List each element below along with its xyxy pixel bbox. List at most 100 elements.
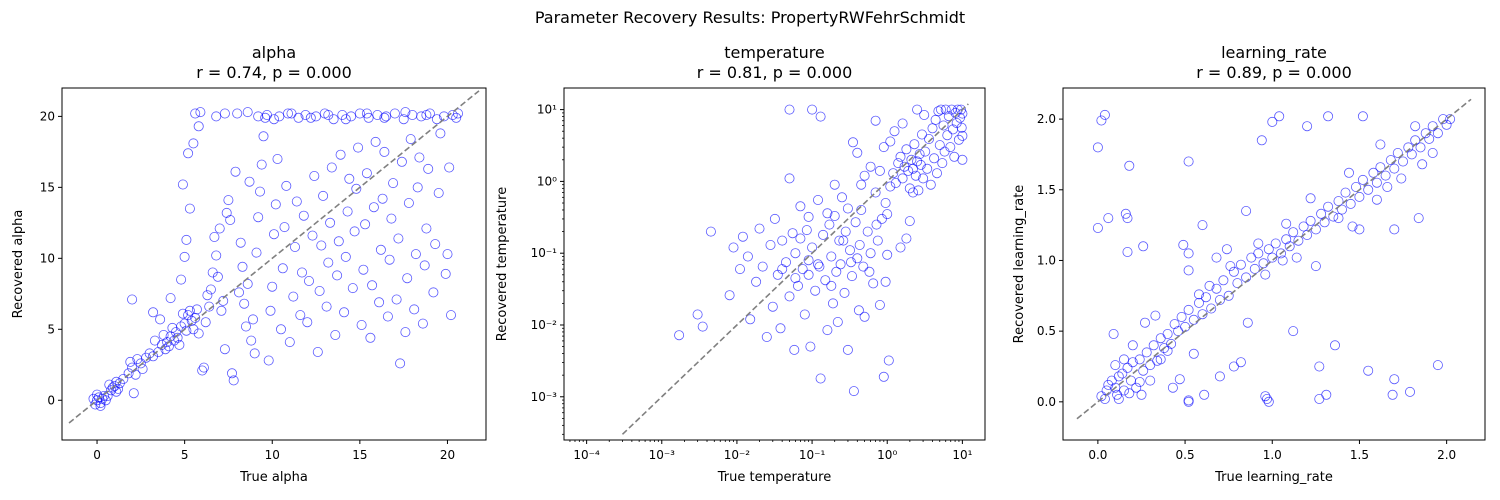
data-point — [1211, 283, 1222, 294]
data-point — [1249, 263, 1260, 274]
data-point — [834, 235, 845, 246]
data-point — [1432, 360, 1443, 371]
data-point — [930, 114, 941, 125]
data-point — [398, 114, 409, 125]
data-point — [1316, 208, 1327, 219]
data-point — [1194, 297, 1205, 308]
data-point — [410, 249, 421, 260]
subplot-subtitle: r = 0.74, p = 0.000 — [196, 63, 352, 82]
data-point — [957, 154, 968, 165]
data-point — [191, 304, 202, 315]
data-point — [1256, 135, 1267, 146]
x-axis-label: True temperature — [717, 470, 831, 485]
data-point — [1246, 252, 1257, 263]
data-point — [433, 187, 444, 198]
data-point — [188, 138, 199, 149]
data-point — [155, 314, 166, 325]
x-tick-label: 2.0 — [1437, 448, 1456, 462]
data-point — [1260, 391, 1271, 402]
data-point — [938, 120, 949, 131]
x-axis-label: True alpha — [239, 470, 308, 485]
data-point — [848, 137, 859, 148]
data-point — [270, 199, 281, 210]
data-point — [1298, 221, 1309, 232]
data-point — [1113, 393, 1124, 404]
data-point — [400, 107, 411, 118]
data-point — [910, 170, 921, 181]
data-point — [790, 273, 801, 284]
data-point — [405, 134, 416, 145]
data-point — [99, 390, 110, 401]
data-point — [912, 104, 923, 115]
subplot-title: learning_rate — [1221, 43, 1327, 63]
data-point — [1108, 328, 1119, 339]
data-point — [761, 331, 772, 342]
data-point — [1375, 162, 1386, 173]
data-point — [1183, 156, 1194, 167]
x-tick-label: 1.5 — [1350, 448, 1369, 462]
data-point — [1204, 280, 1215, 291]
data-point — [795, 201, 806, 212]
data-point — [1314, 361, 1325, 372]
data-point — [237, 261, 248, 272]
data-point — [256, 159, 267, 170]
data-point — [1122, 362, 1133, 373]
data-point — [95, 400, 106, 411]
data-point — [400, 327, 411, 338]
data-point — [953, 134, 964, 145]
data-point — [305, 112, 316, 123]
data-point — [822, 325, 833, 336]
data-point — [927, 123, 938, 134]
data-point — [403, 197, 414, 208]
data-point — [332, 270, 343, 281]
data-point — [209, 231, 220, 242]
data-point — [1241, 272, 1252, 283]
data-point — [310, 111, 321, 122]
data-point — [1375, 139, 1386, 150]
y-tick-label: 10⁻² — [531, 318, 558, 332]
data-point — [845, 245, 856, 256]
data-point — [388, 178, 399, 189]
data-point — [1263, 396, 1274, 407]
data-point — [1277, 255, 1288, 266]
data-point — [314, 285, 325, 296]
data-point — [1176, 311, 1187, 322]
data-point — [815, 373, 826, 384]
data-point — [929, 153, 940, 164]
data-point — [945, 142, 956, 153]
data-point — [205, 284, 216, 295]
data-point — [384, 254, 395, 265]
data-point — [1141, 347, 1152, 358]
data-point — [340, 251, 351, 262]
data-point — [211, 111, 222, 122]
data-point — [275, 324, 286, 335]
data-point — [835, 259, 846, 270]
data-point — [1263, 244, 1274, 255]
data-point — [918, 173, 929, 184]
data-point — [1424, 133, 1435, 144]
data-point — [1340, 187, 1351, 198]
data-point — [1270, 238, 1281, 249]
data-point — [1122, 246, 1133, 257]
data-point — [906, 154, 917, 165]
data-point — [829, 179, 840, 190]
x-tick-label: 1.0 — [1263, 448, 1282, 462]
data-point — [365, 332, 376, 343]
data-point — [1103, 213, 1114, 224]
data-point — [1337, 204, 1348, 215]
data-point — [149, 335, 160, 346]
x-tick-label: 0.0 — [1088, 448, 1107, 462]
data-point — [820, 275, 831, 286]
data-point — [795, 233, 806, 244]
data-point — [1410, 121, 1421, 132]
data-point — [897, 118, 908, 129]
data-point — [431, 114, 442, 125]
data-point — [784, 291, 795, 302]
data-point — [751, 276, 762, 287]
data-point — [1357, 174, 1368, 185]
data-point — [728, 242, 739, 253]
data-point — [445, 310, 456, 321]
data-point — [1387, 389, 1398, 400]
data-point — [793, 280, 804, 291]
data-point — [279, 222, 290, 233]
